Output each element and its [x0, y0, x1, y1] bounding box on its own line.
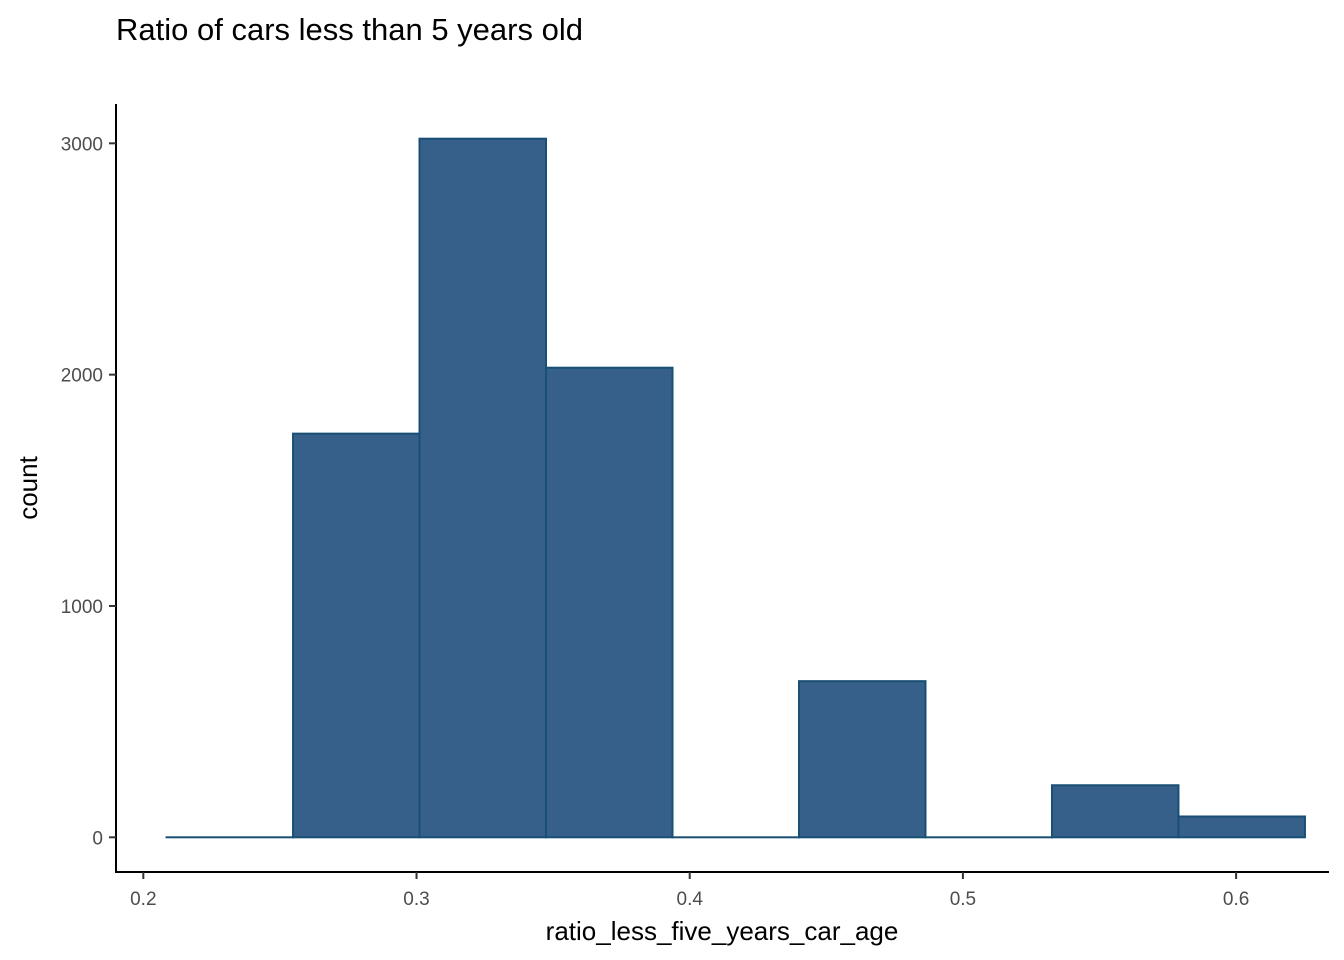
histogram-bar-7	[1050, 784, 1180, 839]
x-axis-title: ratio_less_five_years_car_age	[546, 916, 899, 946]
x-tick-label: 0.6	[1223, 889, 1249, 910]
chart-title: Ratio of cars less than 5 years old	[116, 12, 583, 47]
y-ticks-layer: 0 1000 2000 3000	[61, 134, 116, 849]
x-tick-label: 0.2	[130, 889, 156, 910]
y-tick-label: 1000	[61, 597, 103, 618]
y-tick-label: 2000	[61, 366, 103, 387]
x-tick-label: 0.3	[403, 889, 429, 910]
y-tick-label: 3000	[61, 134, 103, 155]
histogram-bar-5	[797, 680, 927, 839]
y-tick-label: 0	[92, 828, 103, 849]
histogram-bar-3	[545, 366, 674, 839]
histogram-bar-2	[418, 137, 548, 839]
histogram-bar-8	[1177, 815, 1306, 839]
bars-layer	[165, 137, 1306, 839]
x-tick-label: 0.5	[950, 889, 976, 910]
histogram-bar-1	[292, 432, 421, 839]
x-tick-label: 0.4	[677, 889, 704, 910]
x-ticks-layer: 0.2 0.3 0.4 0.5 0.6	[130, 872, 1249, 910]
y-axis-title: count	[13, 455, 43, 519]
